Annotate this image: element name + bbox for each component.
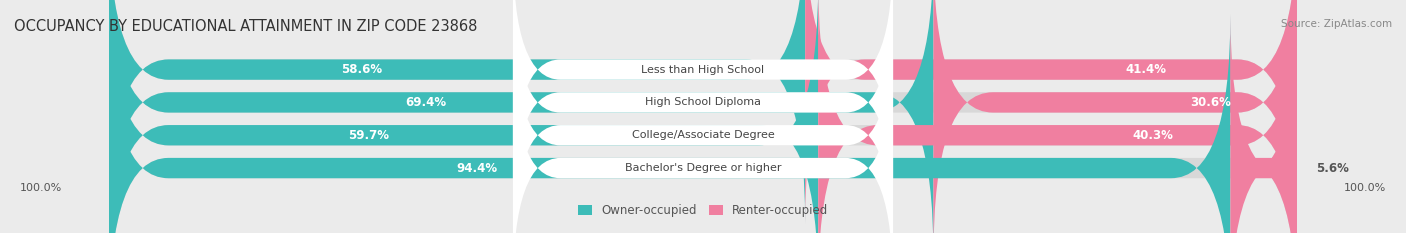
Text: 40.3%: 40.3% xyxy=(1132,129,1173,142)
Text: OCCUPANCY BY EDUCATIONAL ATTAINMENT IN ZIP CODE 23868: OCCUPANCY BY EDUCATIONAL ATTAINMENT IN Z… xyxy=(14,19,478,34)
FancyBboxPatch shape xyxy=(110,14,1296,233)
Text: 100.0%: 100.0% xyxy=(20,183,62,193)
Text: 69.4%: 69.4% xyxy=(406,96,447,109)
FancyBboxPatch shape xyxy=(513,0,893,191)
Text: High School Diploma: High School Diploma xyxy=(645,97,761,107)
Text: 59.7%: 59.7% xyxy=(349,129,389,142)
Text: 100.0%: 100.0% xyxy=(1344,183,1386,193)
FancyBboxPatch shape xyxy=(513,0,893,224)
Text: Bachelor's Degree or higher: Bachelor's Degree or higher xyxy=(624,163,782,173)
Legend: Owner-occupied, Renter-occupied: Owner-occupied, Renter-occupied xyxy=(578,204,828,217)
FancyBboxPatch shape xyxy=(806,0,1296,224)
FancyBboxPatch shape xyxy=(1230,14,1296,233)
FancyBboxPatch shape xyxy=(110,0,934,233)
FancyBboxPatch shape xyxy=(110,14,1230,233)
FancyBboxPatch shape xyxy=(513,14,893,233)
Text: 41.4%: 41.4% xyxy=(1126,63,1167,76)
Text: 58.6%: 58.6% xyxy=(342,63,382,76)
Text: Source: ZipAtlas.com: Source: ZipAtlas.com xyxy=(1281,19,1392,29)
Text: 94.4%: 94.4% xyxy=(457,161,498,175)
FancyBboxPatch shape xyxy=(513,47,893,233)
FancyBboxPatch shape xyxy=(110,0,1296,233)
Text: 30.6%: 30.6% xyxy=(1189,96,1230,109)
Text: 5.6%: 5.6% xyxy=(1316,161,1348,175)
Text: College/Associate Degree: College/Associate Degree xyxy=(631,130,775,140)
FancyBboxPatch shape xyxy=(110,0,1296,233)
FancyBboxPatch shape xyxy=(110,0,1296,224)
FancyBboxPatch shape xyxy=(934,0,1296,233)
FancyBboxPatch shape xyxy=(110,0,806,224)
Text: Less than High School: Less than High School xyxy=(641,65,765,75)
FancyBboxPatch shape xyxy=(110,0,818,233)
FancyBboxPatch shape xyxy=(818,0,1296,233)
